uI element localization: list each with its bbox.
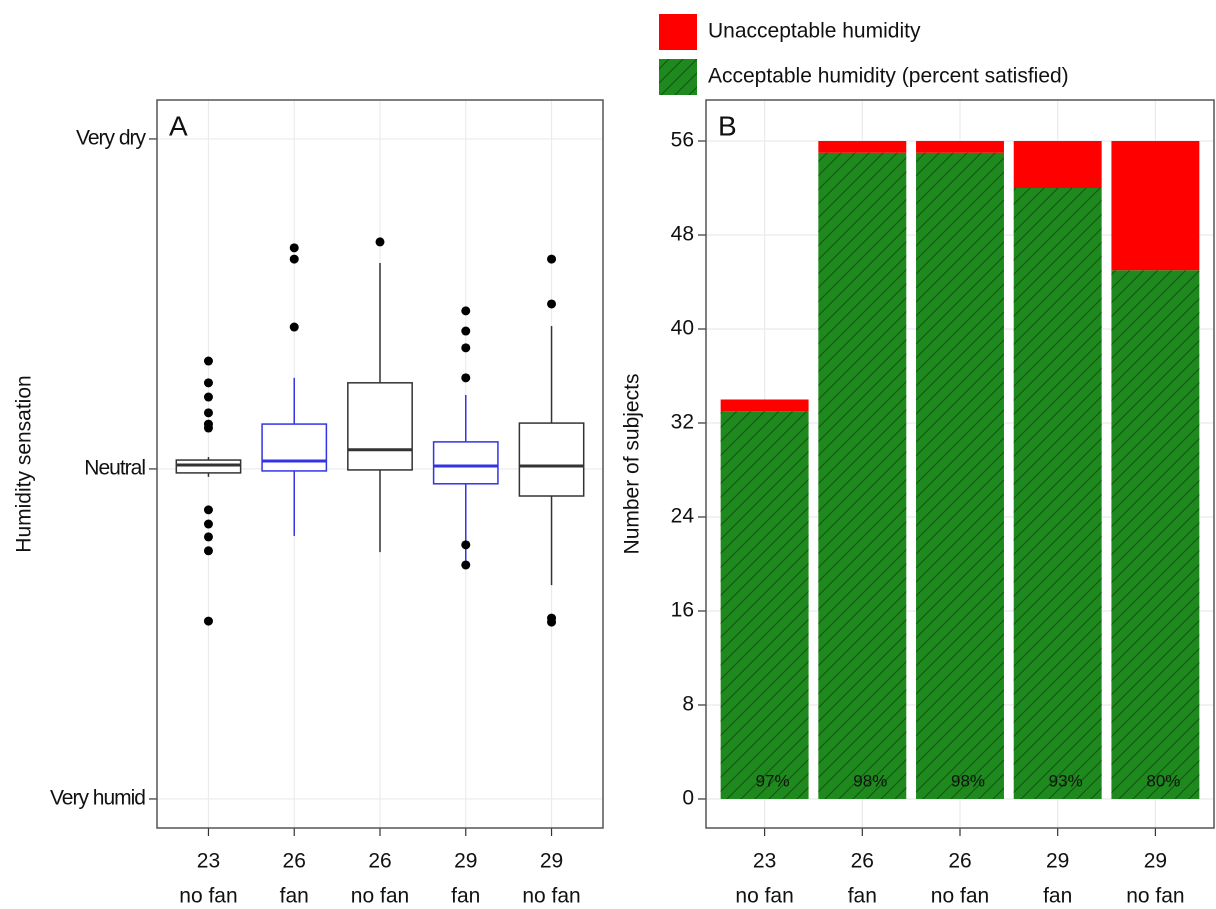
y-tick-label: Very humid <box>50 787 145 810</box>
x-tick-label: 23 <box>753 850 776 873</box>
outlier <box>289 254 299 264</box>
x-tick-label: 29 <box>454 850 477 873</box>
bar-hatch <box>818 152 907 799</box>
x-tick-label: fan <box>280 885 309 908</box>
outlier <box>461 373 471 383</box>
bar <box>818 141 907 153</box>
bar <box>1013 141 1102 189</box>
box <box>432 441 499 485</box>
y-tick-label: 24 <box>671 505 695 528</box>
legend-swatch <box>659 14 697 50</box>
legend-label: Unacceptable humidity <box>708 20 921 43</box>
x-tick-label: 23 <box>197 850 220 873</box>
outlier <box>203 505 213 515</box>
outlier <box>203 392 213 402</box>
x-tick-label: 29 <box>1144 850 1167 873</box>
bar-annotation: 98% <box>853 771 887 790</box>
bar-annotation: 80% <box>1146 771 1180 790</box>
legend-label: Acceptable humidity (percent satisfied) <box>708 65 1069 88</box>
outlier <box>289 322 299 332</box>
box <box>261 423 328 472</box>
y-tick-label: Very dry <box>76 126 147 149</box>
outlier <box>203 408 213 418</box>
bar-hatch <box>720 411 809 799</box>
outlier <box>461 560 471 570</box>
outlier <box>547 254 557 264</box>
y-tick-label: 40 <box>671 317 694 340</box>
x-tick-label: no fan <box>351 885 409 908</box>
bar-annotation: 98% <box>951 771 985 790</box>
outlier <box>203 423 213 433</box>
x-tick-label: fan <box>451 885 480 908</box>
outlier <box>461 343 471 353</box>
outlier <box>461 306 471 316</box>
bar-hatch <box>1013 188 1102 799</box>
legend-hatch <box>659 59 697 95</box>
outlier <box>375 237 385 247</box>
panel-border <box>705 99 1215 829</box>
outlier <box>203 356 213 366</box>
y-tick-label: Neutral <box>84 456 145 479</box>
y-tick-label: 32 <box>671 411 694 434</box>
bar <box>1111 141 1200 271</box>
outlier <box>289 243 299 253</box>
x-tick-label: 29 <box>1046 850 1069 873</box>
x-tick-label: no fan <box>179 885 237 908</box>
outlier <box>203 546 213 556</box>
y-tick-label: 0 <box>682 787 694 810</box>
bar-hatch <box>1111 270 1200 799</box>
x-tick-label: 26 <box>368 850 391 873</box>
x-tick-label: 26 <box>283 850 306 873</box>
bar <box>916 141 1004 153</box>
x-tick-label: fan <box>848 885 877 908</box>
x-tick-label: 26 <box>851 850 874 873</box>
y-tick-label: 56 <box>671 129 694 152</box>
panel-label: A <box>169 110 188 141</box>
y-axis-title: Humidity sensation <box>13 375 36 552</box>
y-tick-label: 16 <box>671 599 694 622</box>
y-tick-label: 48 <box>671 223 694 246</box>
outlier <box>203 616 213 626</box>
box <box>518 422 585 497</box>
x-tick-label: 26 <box>948 850 971 873</box>
outlier <box>203 519 213 529</box>
bar-annotation: 93% <box>1049 771 1083 790</box>
x-tick-label: fan <box>1043 885 1072 908</box>
outlier <box>203 532 213 542</box>
outlier <box>203 378 213 388</box>
y-axis-title: Number of subjects <box>621 374 644 555</box>
outlier <box>461 540 471 550</box>
y-tick-label: 8 <box>682 693 694 716</box>
x-tick-label: 29 <box>540 850 563 873</box>
bar <box>720 399 809 412</box>
box <box>347 382 413 471</box>
x-tick-label: no fan <box>522 885 580 908</box>
outlier <box>547 299 557 309</box>
panel-border <box>156 99 604 829</box>
outlier <box>461 326 471 336</box>
outlier <box>547 617 557 627</box>
x-tick-label: no fan <box>931 885 989 908</box>
bar-hatch <box>916 152 1004 799</box>
x-tick-label: no fan <box>1126 885 1184 908</box>
x-tick-label: no fan <box>735 885 793 908</box>
panel-label: B <box>718 110 737 141</box>
bar-annotation: 97% <box>756 771 790 790</box>
